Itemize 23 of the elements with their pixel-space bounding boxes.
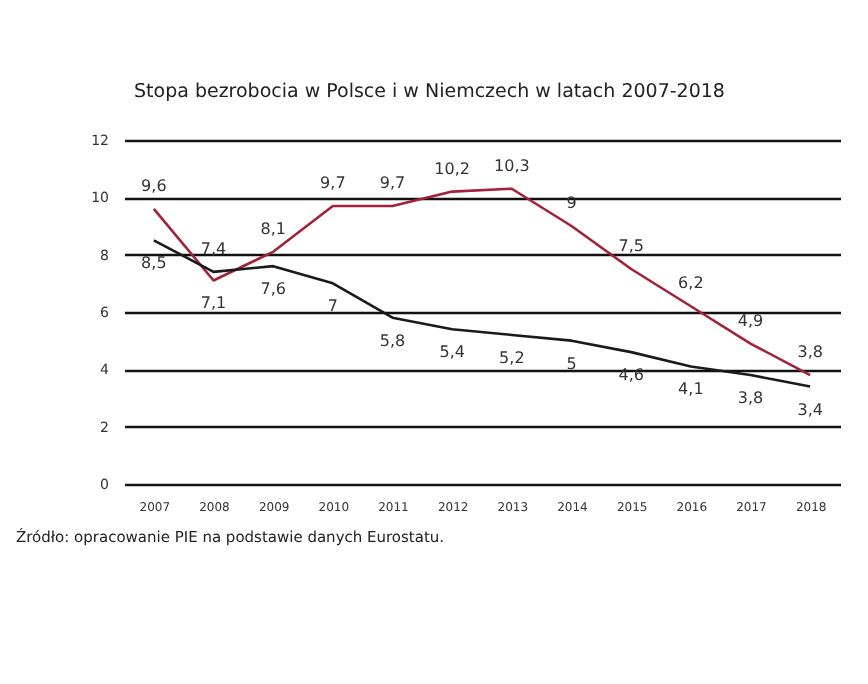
data-label: 3,8 xyxy=(797,343,823,362)
chart-title: Stopa bezrobocia w Polsce i w Niemczech w latach 2007-2018 xyxy=(134,81,725,103)
data-label: 3,4 xyxy=(797,400,823,419)
data-label: 5,2 xyxy=(499,348,525,367)
data-label: 5 xyxy=(566,354,577,373)
data-label: 7,1 xyxy=(200,294,227,313)
data-label: 5,8 xyxy=(379,331,406,350)
data-label: 7,4 xyxy=(200,239,227,258)
data-label: 8,5 xyxy=(141,254,167,273)
data-label: 4,1 xyxy=(678,380,704,399)
data-label: 10,3 xyxy=(494,156,530,175)
data-label: 6,2 xyxy=(678,274,704,293)
data-label: 9,6 xyxy=(141,176,167,195)
data-label: 9,7 xyxy=(320,173,346,192)
data-label: 9,7 xyxy=(379,173,406,192)
data-label: 7,6 xyxy=(260,280,286,299)
data-label: 7 xyxy=(327,297,338,316)
data-label: 3,8 xyxy=(737,389,764,408)
data-label: 10,2 xyxy=(434,159,470,178)
data-label: 4,9 xyxy=(737,311,764,330)
data-label: 7,5 xyxy=(618,237,644,255)
data-label: 8,1 xyxy=(260,219,286,238)
data-label: 5,4 xyxy=(439,343,465,362)
